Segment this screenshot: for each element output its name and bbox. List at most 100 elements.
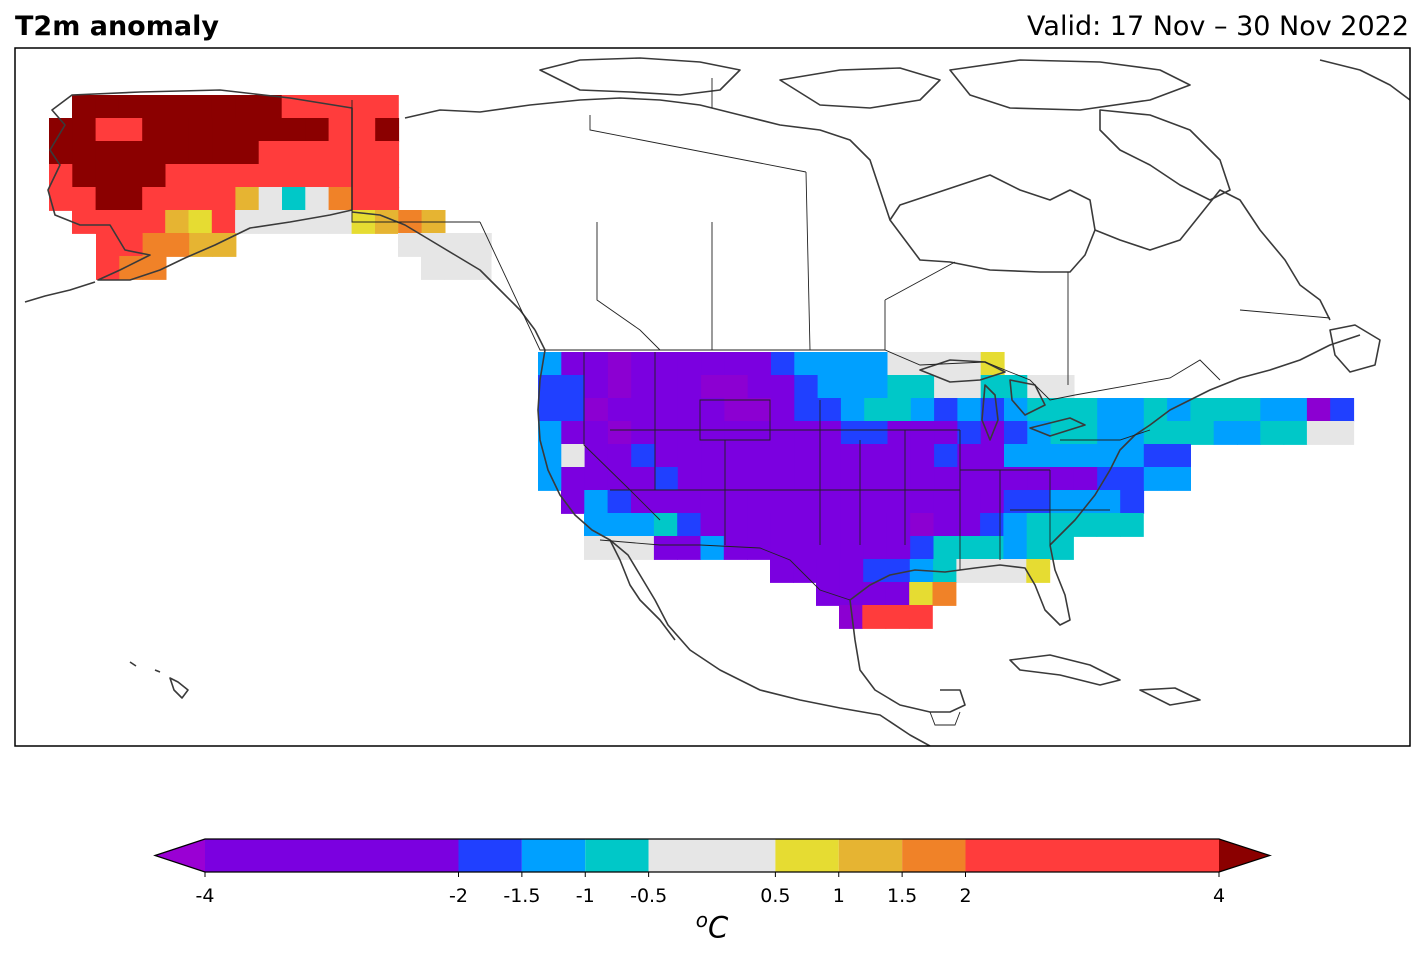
grid-cell bbox=[305, 141, 330, 165]
grid-cell bbox=[561, 421, 586, 445]
grid-cell bbox=[1003, 536, 1028, 560]
grid-cell bbox=[1027, 467, 1052, 491]
arctic-island-3 bbox=[949, 59, 1191, 111]
grid-cell bbox=[95, 95, 120, 119]
grid-cell bbox=[910, 467, 935, 491]
grid-cell bbox=[1097, 444, 1122, 468]
grid-cell bbox=[862, 605, 887, 629]
grid-cell bbox=[957, 444, 982, 468]
grid-cell bbox=[561, 375, 586, 399]
grid-cell bbox=[258, 210, 283, 234]
grid-cell bbox=[654, 490, 679, 514]
grid-cell bbox=[980, 490, 1005, 514]
gulf-coast bbox=[849, 544, 1071, 713]
grid-cell bbox=[1003, 490, 1028, 514]
grid-cell bbox=[654, 444, 679, 468]
grid-cell bbox=[1167, 467, 1191, 491]
grid-cell bbox=[1096, 513, 1121, 537]
grid-cell bbox=[1330, 421, 1355, 445]
grid-cell bbox=[258, 187, 283, 211]
grid-cell bbox=[1027, 398, 1052, 422]
grid-cell bbox=[49, 164, 73, 188]
grid-cell bbox=[1120, 490, 1145, 514]
grid-cell bbox=[212, 118, 236, 142]
grid-cell bbox=[794, 421, 819, 445]
grid-cell bbox=[72, 141, 97, 165]
grid-cell bbox=[934, 421, 958, 445]
grid-cell bbox=[1143, 421, 1168, 445]
colorbar bbox=[153, 838, 1272, 877]
grid-cell bbox=[375, 118, 400, 142]
unit-label: oC bbox=[695, 908, 729, 945]
grid-cell bbox=[584, 444, 609, 468]
grid-cell bbox=[630, 490, 655, 514]
baffin-island bbox=[1099, 109, 1231, 201]
grid-cell bbox=[910, 352, 935, 376]
grid-cell bbox=[258, 95, 283, 119]
grid-cell bbox=[934, 467, 958, 491]
grid-cell bbox=[910, 536, 935, 560]
grid-cell bbox=[212, 187, 236, 211]
grid-cell bbox=[794, 398, 819, 422]
grid-cell bbox=[793, 513, 818, 537]
grid-cell bbox=[1073, 444, 1098, 468]
grid-cell bbox=[398, 233, 422, 257]
grid-cell bbox=[771, 375, 795, 399]
grid-cell bbox=[607, 398, 632, 422]
valid-period: Valid: 17 Nov – 30 Nov 2022 bbox=[1027, 11, 1409, 42]
lake-erie bbox=[1029, 417, 1086, 437]
grid-cell bbox=[49, 187, 73, 211]
grid-cell bbox=[119, 233, 144, 257]
grid-cell bbox=[677, 513, 702, 537]
grid-cell bbox=[188, 118, 213, 142]
grid-cell bbox=[887, 490, 912, 514]
grid-cell bbox=[794, 352, 819, 376]
grid-cell bbox=[910, 398, 935, 422]
grid-cell bbox=[1003, 559, 1027, 583]
grid-cell bbox=[1213, 421, 1238, 445]
grid-cell bbox=[864, 352, 889, 376]
grid-cell bbox=[840, 421, 865, 445]
grid-cell bbox=[305, 187, 330, 211]
grid-cell bbox=[188, 164, 213, 188]
grid-cell bbox=[979, 559, 1004, 583]
grid-cell bbox=[235, 187, 260, 211]
grid-cell bbox=[817, 398, 842, 422]
grid-cell bbox=[375, 141, 400, 165]
grid-cell bbox=[1190, 398, 1215, 422]
grid-cell bbox=[142, 187, 167, 211]
grid-cell bbox=[189, 233, 214, 257]
grid-cell bbox=[771, 421, 795, 445]
grid-cell bbox=[141, 210, 166, 234]
grid-cell bbox=[1004, 444, 1028, 468]
grid-cell bbox=[584, 375, 609, 399]
colorbar-bin bbox=[902, 839, 966, 872]
grid-cell bbox=[677, 398, 702, 422]
grid-cell bbox=[1306, 421, 1331, 445]
grid-cell bbox=[654, 467, 679, 491]
grid-cell bbox=[607, 375, 632, 399]
grid-cell bbox=[118, 95, 143, 119]
grid-cell bbox=[747, 444, 772, 468]
grid-cell bbox=[840, 490, 865, 514]
grid-cell bbox=[118, 187, 143, 211]
colorbar-tick-label: -1 bbox=[575, 885, 595, 907]
grid-cell bbox=[816, 559, 841, 583]
grid-cell bbox=[701, 421, 725, 445]
grid-cell bbox=[282, 118, 306, 142]
grid-cell bbox=[839, 582, 864, 606]
grid-cell bbox=[1260, 421, 1285, 445]
grid-cell bbox=[351, 141, 376, 165]
grid-cell bbox=[72, 95, 96, 119]
grid-cell bbox=[351, 118, 376, 142]
grid-cell bbox=[1143, 444, 1168, 468]
grid-cell bbox=[561, 444, 586, 468]
colorbar-tick-label: 1 bbox=[832, 885, 845, 907]
grid-cell bbox=[957, 375, 982, 399]
grid-cell bbox=[794, 444, 819, 468]
grid-cell bbox=[72, 187, 97, 211]
grid-cell bbox=[957, 352, 982, 376]
grid-cell bbox=[1027, 421, 1052, 445]
grid-cell bbox=[351, 187, 376, 211]
